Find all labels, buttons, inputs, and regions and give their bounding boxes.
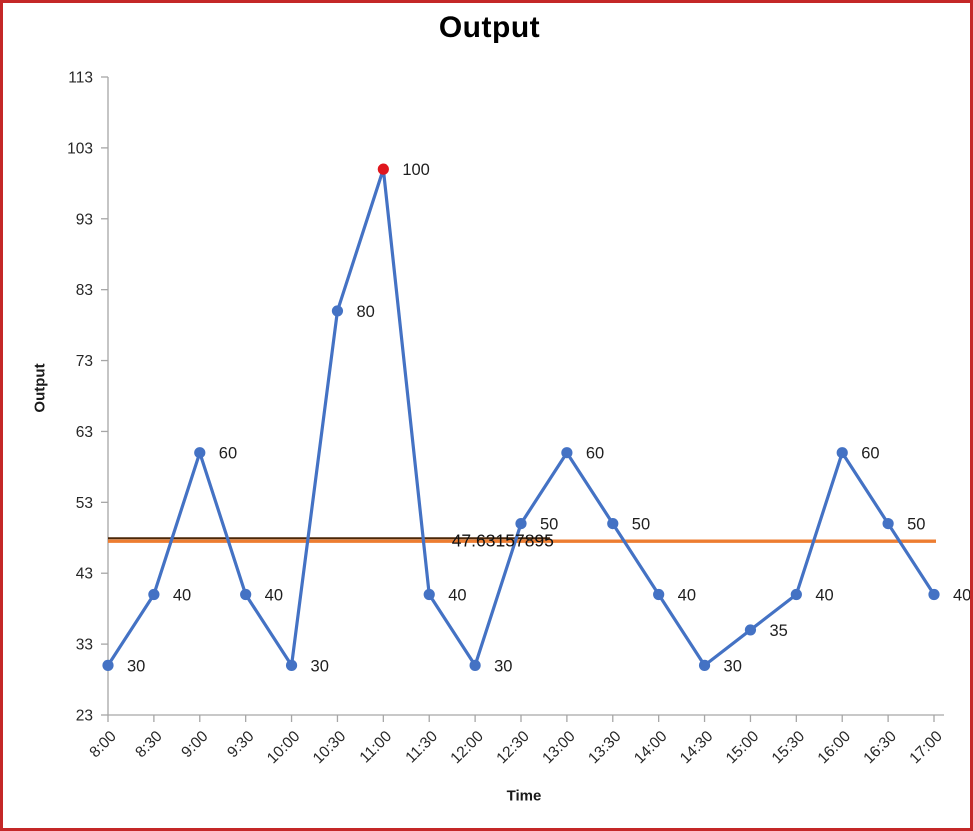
x-axis-tick-label: 15:00 [723,728,763,768]
y-axis-tick-label: 53 [76,495,93,512]
data-point-marker [285,659,298,671]
data-point-marker [194,447,206,459]
x-axis-tick-label: 8:30 [132,728,166,762]
data-point-marker [790,588,802,601]
y-axis-tick-label: 23 [76,708,93,725]
data-point-label: 30 [127,657,145,675]
data-point-label: 35 [769,622,787,640]
data-point-marker [653,588,665,601]
chart-title: Output [438,11,541,44]
data-point-label: 80 [356,303,374,321]
data-point-label: 60 [861,445,879,463]
data-point-marker [423,588,435,601]
x-axis-title: Time [506,787,542,805]
data-point-label: 30 [724,657,742,675]
data-point-marker-highlight [377,163,389,175]
data-point-label: 50 [632,516,650,534]
x-axis-tick-label: 11:00 [357,728,396,767]
output-series-line [106,167,936,667]
x-axis-tick-label: 9:30 [224,728,258,762]
average-value-label: 47.63157895 [452,530,554,550]
data-point-label: 30 [311,657,329,675]
data-point-marker [331,305,344,317]
y-axis-tick-label: 63 [76,424,93,441]
x-axis-tick-label: 17:00 [906,728,946,768]
data-point-label: 50 [907,516,925,534]
y-axis-tick-label: 83 [76,282,93,299]
data-point-label: 100 [402,161,430,179]
x-axis-tick-label: 11:30 [402,728,441,767]
y-axis-tick-label: 33 [76,637,93,654]
data-point-label: 40 [265,586,283,604]
x-axis-tick-label: 12:30 [493,728,533,768]
x-axis-tick-label: 16:00 [815,728,855,768]
x-axis-tick-label: 13:00 [539,728,579,768]
data-point-marker [928,588,940,601]
x-axis-tick-label: 10:30 [310,728,350,768]
data-point-marker [607,518,619,530]
x-axis-tick-label: 9:00 [178,728,212,762]
x-axis-tick-label: 14:30 [677,728,717,768]
data-point-marker [744,624,757,636]
data-point-label: 40 [173,586,191,604]
x-axis-tick-label: 14:00 [631,728,671,768]
y-axis-tick-label: 93 [76,211,93,228]
x-axis-tick-label: 12:00 [447,728,487,768]
data-point-label: 30 [494,657,512,675]
data-point-marker [698,659,711,671]
data-point-label: 40 [953,586,971,604]
data-point-marker [561,447,573,459]
data-point-marker [148,588,160,601]
data-point-label: 40 [448,586,466,604]
y-axis-tick-label: 43 [76,566,93,583]
data-point-label: 40 [678,586,696,604]
data-point-label: 40 [815,586,833,604]
y-axis-tick-label: 113 [68,70,93,87]
data-point-marker [469,659,481,671]
y-axis-tick-label: 73 [76,353,93,370]
data-point-marker [240,588,252,601]
data-point-marker [515,518,527,530]
y-axis-tick-label: 103 [67,140,93,157]
data-point-label: 50 [540,516,558,534]
data-point-label: 60 [219,445,237,463]
x-axis-tick-label: 10:00 [264,728,304,768]
data-point-marker [102,659,114,671]
data-point-marker [882,518,894,530]
data-point-label: 60 [586,445,604,463]
data-point-marker [836,447,848,459]
x-axis-tick-label: 15:30 [769,728,809,768]
x-axis-tick-label: 16:30 [860,728,900,768]
x-axis-tick-label: 13:30 [585,728,625,768]
x-axis-tick-label: 8:00 [86,728,120,762]
